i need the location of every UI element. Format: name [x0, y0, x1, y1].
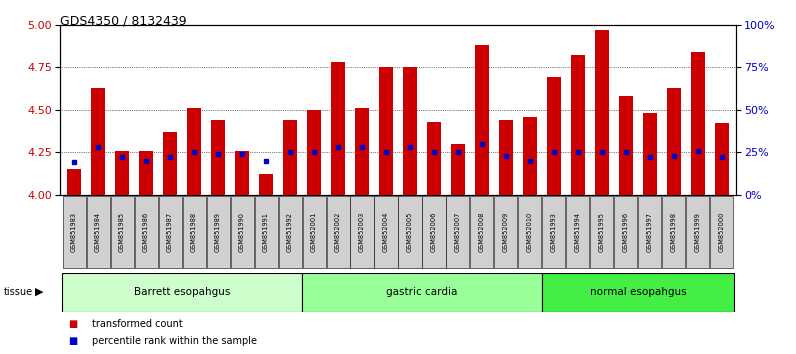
Bar — [427, 122, 441, 195]
FancyBboxPatch shape — [710, 196, 733, 268]
Bar — [380, 67, 392, 195]
Text: GSM851990: GSM851990 — [239, 212, 245, 252]
Text: GSM851994: GSM851994 — [575, 212, 581, 252]
Text: GSM851995: GSM851995 — [599, 212, 605, 252]
Text: GSM851988: GSM851988 — [191, 212, 197, 252]
Bar — [691, 52, 704, 195]
Bar — [331, 62, 345, 195]
Bar — [212, 120, 224, 195]
Text: GSM851985: GSM851985 — [119, 212, 125, 252]
Text: ▶: ▶ — [35, 287, 44, 297]
Text: Barrett esopahgus: Barrett esopahgus — [134, 287, 230, 297]
FancyBboxPatch shape — [302, 196, 326, 268]
Bar — [499, 120, 513, 195]
FancyBboxPatch shape — [542, 196, 565, 268]
Bar — [355, 108, 369, 195]
FancyBboxPatch shape — [591, 196, 614, 268]
Bar — [475, 45, 489, 195]
Bar — [619, 96, 633, 195]
Text: percentile rank within the sample: percentile rank within the sample — [92, 336, 256, 346]
Text: transformed count: transformed count — [92, 319, 182, 329]
Text: GSM851993: GSM851993 — [551, 212, 557, 252]
Text: GSM851998: GSM851998 — [671, 212, 677, 252]
Bar — [92, 88, 105, 195]
FancyBboxPatch shape — [399, 196, 422, 268]
Text: GSM852005: GSM852005 — [407, 212, 413, 252]
FancyBboxPatch shape — [63, 196, 86, 268]
FancyBboxPatch shape — [62, 273, 302, 312]
FancyBboxPatch shape — [423, 196, 446, 268]
FancyBboxPatch shape — [231, 196, 254, 268]
Bar — [667, 88, 681, 195]
Text: GSM852003: GSM852003 — [359, 212, 365, 252]
FancyBboxPatch shape — [615, 196, 638, 268]
Text: GSM851989: GSM851989 — [215, 212, 221, 252]
Text: GSM852000: GSM852000 — [719, 212, 725, 252]
Bar — [572, 55, 584, 195]
Text: GSM851983: GSM851983 — [71, 212, 77, 252]
FancyBboxPatch shape — [374, 196, 397, 268]
FancyBboxPatch shape — [542, 273, 734, 312]
FancyBboxPatch shape — [638, 196, 661, 268]
Bar — [259, 174, 273, 195]
FancyBboxPatch shape — [302, 273, 542, 312]
FancyBboxPatch shape — [279, 196, 302, 268]
FancyBboxPatch shape — [158, 196, 181, 268]
Bar — [451, 144, 465, 195]
Text: GSM852004: GSM852004 — [383, 212, 389, 252]
Bar — [595, 30, 608, 195]
Bar — [68, 169, 80, 195]
FancyBboxPatch shape — [206, 196, 229, 268]
Bar — [404, 67, 416, 195]
FancyBboxPatch shape — [255, 196, 278, 268]
Text: GSM852001: GSM852001 — [311, 212, 317, 252]
Text: normal esopahgus: normal esopahgus — [590, 287, 686, 297]
FancyBboxPatch shape — [111, 196, 134, 268]
Text: GSM852007: GSM852007 — [455, 212, 461, 252]
Text: GSM851991: GSM851991 — [263, 212, 269, 252]
FancyBboxPatch shape — [662, 196, 685, 268]
FancyBboxPatch shape — [494, 196, 517, 268]
Text: GSM852009: GSM852009 — [503, 212, 509, 252]
Text: ■: ■ — [68, 319, 77, 329]
Bar — [188, 108, 201, 195]
FancyBboxPatch shape — [87, 196, 110, 268]
Text: GSM851999: GSM851999 — [695, 212, 701, 252]
Text: GDS4350 / 8132439: GDS4350 / 8132439 — [60, 14, 186, 27]
FancyBboxPatch shape — [350, 196, 373, 268]
Text: GSM851997: GSM851997 — [647, 212, 653, 252]
Text: GSM851984: GSM851984 — [95, 212, 101, 252]
Bar — [643, 113, 657, 195]
Bar — [139, 150, 153, 195]
FancyBboxPatch shape — [567, 196, 590, 268]
Bar — [307, 110, 321, 195]
Text: GSM852006: GSM852006 — [431, 212, 437, 252]
FancyBboxPatch shape — [518, 196, 541, 268]
FancyBboxPatch shape — [182, 196, 205, 268]
Text: GSM851987: GSM851987 — [167, 212, 173, 252]
Text: GSM852008: GSM852008 — [479, 212, 485, 252]
Text: GSM851992: GSM851992 — [287, 212, 293, 252]
Bar — [548, 78, 560, 195]
FancyBboxPatch shape — [686, 196, 709, 268]
Text: ■: ■ — [68, 336, 77, 346]
Bar — [115, 150, 129, 195]
FancyBboxPatch shape — [470, 196, 494, 268]
Bar — [716, 123, 728, 195]
Bar — [236, 150, 248, 195]
Bar — [523, 116, 537, 195]
Text: tissue: tissue — [4, 287, 33, 297]
FancyBboxPatch shape — [447, 196, 470, 268]
FancyBboxPatch shape — [326, 196, 349, 268]
FancyBboxPatch shape — [135, 196, 158, 268]
Text: GSM851986: GSM851986 — [143, 212, 149, 252]
Text: gastric cardia: gastric cardia — [386, 287, 458, 297]
Text: GSM851996: GSM851996 — [623, 212, 629, 252]
Bar — [163, 132, 177, 195]
Text: GSM852010: GSM852010 — [527, 212, 533, 252]
Bar — [283, 120, 297, 195]
Text: GSM852002: GSM852002 — [335, 212, 341, 252]
